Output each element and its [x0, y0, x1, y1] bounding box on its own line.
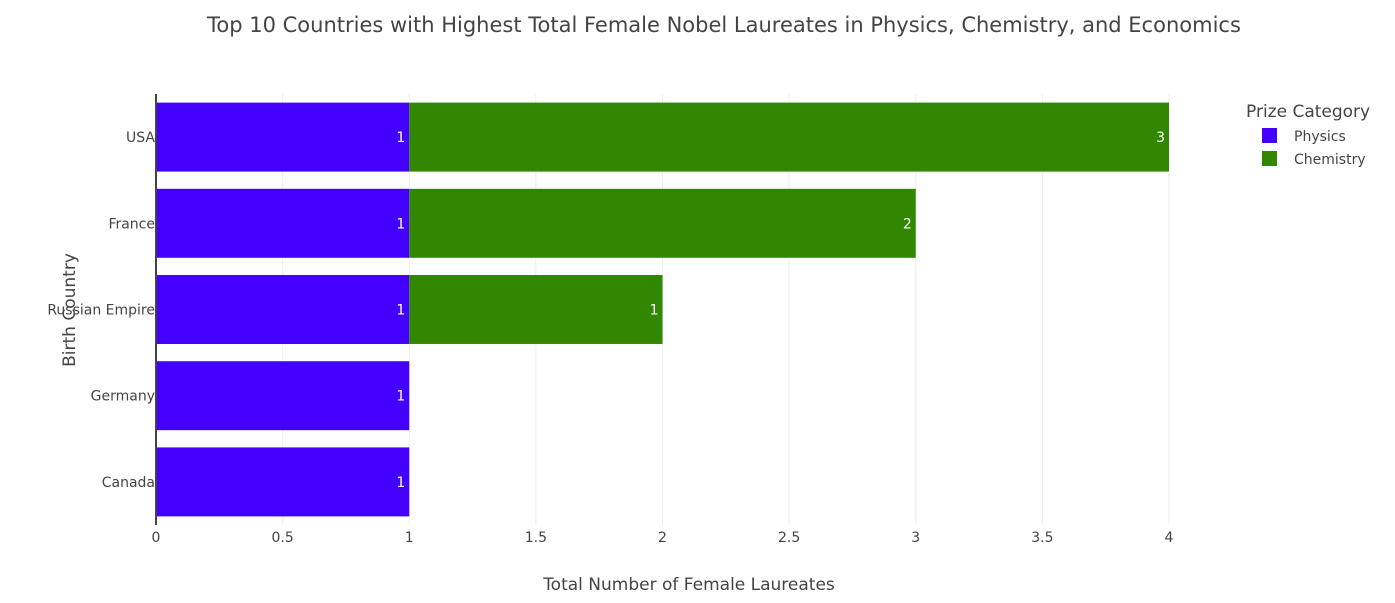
legend-item-physics[interactable]: Physics	[1294, 129, 1346, 145]
legend-title: Prize Category	[1246, 102, 1370, 122]
chart-title: Top 10 Countries with Highest Total Fema…	[206, 13, 1241, 37]
y-tick-label: Germany	[91, 389, 155, 405]
x-tick-label: 3.5	[1031, 530, 1053, 546]
x-tick-label: 3	[911, 530, 920, 546]
x-tick-label: 0	[152, 530, 161, 546]
bar-chemistry[interactable]	[409, 188, 916, 258]
bars	[156, 102, 1169, 517]
bar-physics[interactable]	[156, 275, 410, 344]
legend-swatch-chemistry[interactable]	[1262, 151, 1277, 166]
bar-physics[interactable]	[156, 188, 410, 258]
x-axis-title: Total Number of Female Laureates	[542, 575, 835, 595]
bar-value-label: 1	[396, 475, 405, 491]
bar-value-label: 1	[396, 303, 405, 319]
x-tick-labels: 0 0.5 1 1.5 2 2.5 3 3.5 4	[152, 530, 1174, 546]
bar-value-label: 1	[396, 216, 405, 232]
x-tick-label: 2	[658, 530, 667, 546]
y-tick-label: Russian Empire	[47, 303, 155, 319]
legend-item-chemistry[interactable]: Chemistry	[1294, 152, 1366, 168]
bar-value-label: 1	[396, 389, 405, 405]
legend-swatch-physics[interactable]	[1262, 128, 1277, 143]
x-tick-label: 2.5	[778, 530, 800, 546]
y-tick-label: France	[108, 216, 155, 232]
bar-chemistry[interactable]	[409, 102, 1169, 172]
legend: Prize Category Physics Chemistry	[1246, 102, 1370, 168]
bar-chemistry[interactable]	[409, 275, 663, 344]
bar-value-label: 3	[1156, 130, 1165, 146]
bar-value-label: 1	[650, 303, 659, 319]
bar-value-label: 1	[396, 130, 405, 146]
y-tick-labels: USA France Russian Empire Germany Canada	[47, 130, 155, 491]
bar-physics[interactable]	[156, 447, 410, 517]
x-tick-label: 4	[1165, 530, 1174, 546]
y-axis-title: Birth Country	[60, 253, 80, 367]
x-tick-label: 0.5	[271, 530, 293, 546]
y-tick-label: USA	[126, 130, 155, 146]
y-tick-label: Canada	[102, 475, 155, 491]
bar-value-label: 2	[903, 216, 912, 232]
bar-physics[interactable]	[156, 102, 410, 172]
bar-labels: 1 3 1 2 1 1 1 1	[396, 130, 1165, 491]
x-tick-label: 1.5	[525, 530, 547, 546]
x-tick-label: 1	[405, 530, 414, 546]
bar-physics[interactable]	[156, 361, 410, 431]
